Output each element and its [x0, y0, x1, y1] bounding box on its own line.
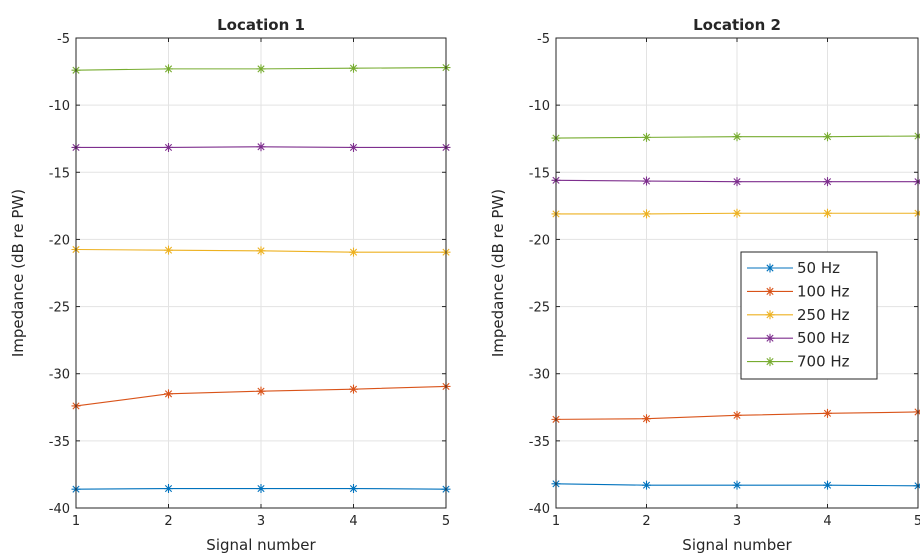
data-point [164, 245, 173, 255]
legend-box [740, 251, 878, 380]
data-point [642, 480, 651, 490]
data-point [164, 64, 173, 74]
subplot-1: 1 2 3 4 5 -40 -35 -30 -25 -20 -15 -10 -5 Location 1 Si… [9, 16, 451, 554]
data-point [732, 177, 742, 187]
data-point [642, 176, 651, 186]
legend-marker [765, 357, 775, 367]
y-tick-label: -25 [529, 301, 550, 316]
data-point [256, 484, 266, 494]
x-tick-label: 5 [442, 514, 450, 529]
legend-marker [765, 263, 775, 273]
y-tick-label: -5 [57, 32, 70, 47]
y-axis-label: Impedance (dB re PW) [9, 189, 27, 357]
x-tick-label: 3 [733, 514, 741, 529]
y-tick-label: -35 [49, 435, 70, 450]
data-point [732, 410, 742, 420]
legend-marker [765, 286, 775, 296]
data-point [823, 208, 832, 218]
y-tick-label: -20 [529, 233, 550, 248]
legend-marker [765, 333, 775, 343]
x-tick-label: 1 [72, 514, 80, 529]
y-tick-label: -15 [529, 166, 550, 181]
y-tick-label: -5 [537, 32, 550, 47]
data-point [732, 208, 742, 218]
data-point [349, 484, 358, 494]
data-point [823, 132, 832, 142]
x-axis-label: Signal number [206, 536, 316, 554]
legend-label: 100 Hz [797, 282, 850, 300]
y-tick-label: -10 [529, 99, 550, 114]
legend-entry: 700 Hz [747, 353, 850, 371]
data-point [642, 209, 651, 219]
data-point [823, 480, 832, 490]
subplot-2: 1 2 3 4 5 -40 -35 -30 -25 -20 -15 -10 -5 Location 2 Si… [489, 16, 920, 554]
data-point [349, 384, 358, 394]
y-tick-label: -40 [529, 502, 550, 517]
data-point [164, 389, 173, 399]
x-tick-label: 1 [552, 514, 560, 529]
y-tick-label: -30 [529, 368, 550, 383]
x-tick-label: 4 [823, 514, 831, 529]
legend-label: 700 Hz [797, 353, 850, 371]
legend-label: 500 Hz [797, 329, 850, 347]
data-point [732, 480, 742, 490]
y-axis-label: Impedance (dB re PW) [489, 189, 507, 357]
data-point [256, 246, 266, 256]
data-point [164, 484, 173, 494]
y-tick-label: -30 [49, 368, 70, 383]
legend: 50 Hz 100 Hz 250 Hz 500 Hz 700 Hz [740, 251, 878, 380]
data-point [642, 132, 651, 142]
data-point [823, 177, 832, 187]
x-tick-label: 4 [349, 514, 357, 529]
data-point [256, 64, 266, 74]
data-point [164, 142, 173, 152]
y-tick-label: -25 [49, 301, 70, 316]
x-axis-label: Signal number [682, 536, 792, 554]
chart-title: Location 2 [693, 16, 781, 34]
y-tick-label: -20 [49, 233, 70, 248]
data-point [256, 386, 266, 396]
x-tick-label: 5 [914, 514, 920, 529]
legend-label: 50 Hz [797, 259, 840, 277]
data-point [823, 408, 832, 418]
data-point [349, 142, 358, 152]
x-tick-label: 3 [257, 514, 265, 529]
legend-label: 250 Hz [797, 306, 850, 324]
legend-entry: 100 Hz [747, 282, 850, 300]
data-point [642, 414, 651, 424]
x-tick-label: 2 [164, 514, 172, 529]
y-tick-label: -15 [49, 166, 70, 181]
y-tick-label: -40 [49, 502, 70, 517]
x-tick-label: 2 [642, 514, 650, 529]
legend-entry: 250 Hz [747, 306, 850, 324]
chart-title: Location 1 [217, 16, 305, 34]
legend-entry: 500 Hz [747, 329, 850, 347]
data-point [256, 142, 266, 152]
data-point [349, 247, 358, 257]
y-tick-label: -35 [529, 435, 550, 450]
data-point [732, 132, 742, 142]
y-tick-label: -10 [49, 99, 70, 114]
legend-entry: 50 Hz [747, 259, 840, 277]
legend-marker [765, 310, 775, 320]
data-point [349, 63, 358, 73]
